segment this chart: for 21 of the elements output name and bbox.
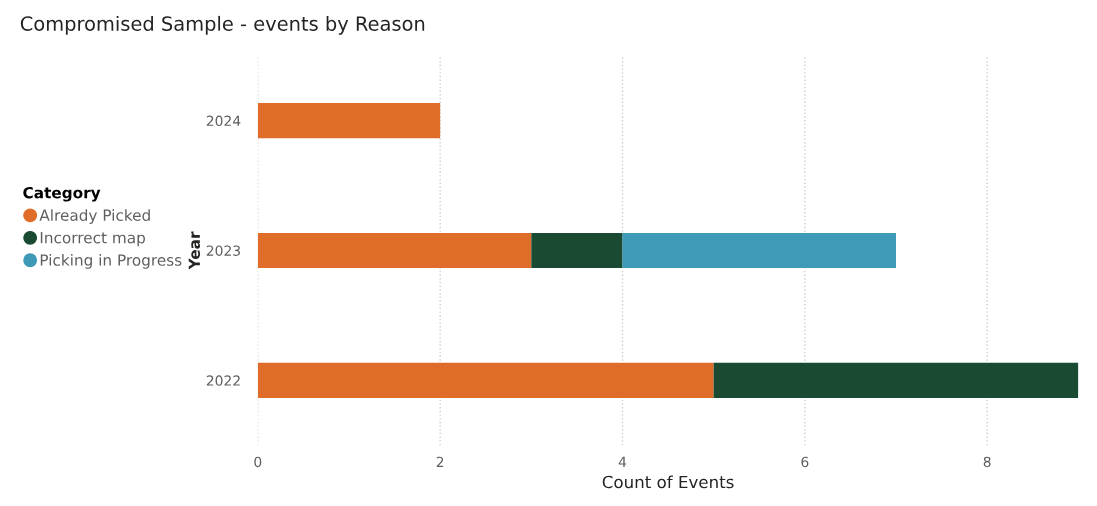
bar (531, 232, 623, 268)
x-tick-label: 8 (983, 456, 991, 468)
y-axis-title: Year (188, 231, 201, 270)
legend-label: Already Picked (39, 209, 150, 224)
x-axis-title: Count of Events (602, 475, 734, 489)
bar (257, 103, 441, 139)
x-tick-label: 6 (801, 456, 809, 468)
legend-label: Picking in Progress (40, 254, 182, 269)
x-tick-label: 4 (618, 456, 627, 467)
bar (257, 362, 714, 398)
bar (713, 362, 1079, 398)
legend-label: Incorrect map (40, 232, 145, 247)
chart-title: Compromised Sample - events by Reason (20, 15, 425, 35)
y-tick-label: 2023 (206, 245, 241, 256)
x-tick-label: 0 (254, 456, 262, 468)
y-tick-label: 2024 (206, 115, 241, 127)
y-tick-label: 2022 (206, 375, 240, 386)
bar (257, 232, 532, 268)
bar (622, 232, 897, 268)
x-tick-label: 2 (436, 456, 444, 467)
legend-title: Category (23, 186, 101, 202)
